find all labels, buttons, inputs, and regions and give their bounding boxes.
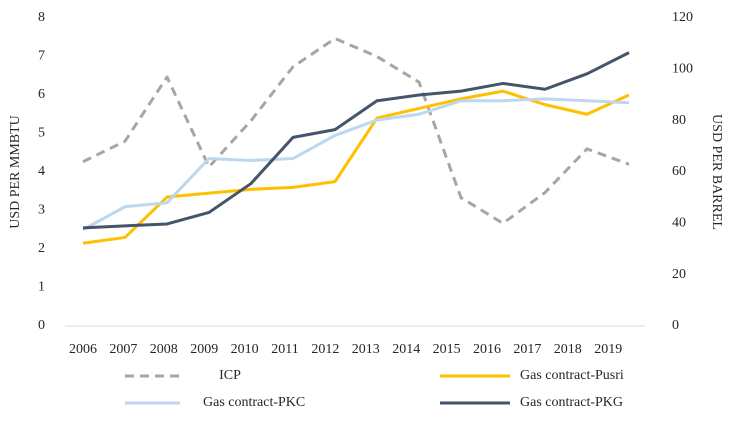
series-line <box>82 37 630 225</box>
x-tick-label: 2013 <box>352 342 380 357</box>
y-tick-label: 2 <box>38 241 45 256</box>
x-tick-label: 2019 <box>594 342 622 357</box>
legend-label: Gas contract-PKG <box>520 395 623 410</box>
y-tick-label: 8 <box>38 10 45 25</box>
y-tick-label: 1 <box>38 280 45 295</box>
y2-tick-label: 40 <box>672 216 686 231</box>
x-tick-label: 2017 <box>513 342 541 357</box>
y2-tick-label: 20 <box>672 267 686 282</box>
y-axis-title: USD PER MMBTU <box>8 115 23 229</box>
y-tick-label: 6 <box>38 87 45 102</box>
legend-label: ICP <box>219 368 241 383</box>
x-tick-label: 2016 <box>473 342 501 357</box>
y2-tick-label: 60 <box>672 164 686 179</box>
y-tick-label: 5 <box>38 126 45 141</box>
y2-tick-label: 0 <box>672 318 679 333</box>
y2-tick-label: 100 <box>672 62 693 77</box>
x-tick-label: 2010 <box>231 342 259 357</box>
x-tick-label: 2009 <box>190 342 218 357</box>
y-tick-label: 0 <box>38 318 45 333</box>
x-tick-label: 2007 <box>109 342 137 357</box>
y2-tick-label: 80 <box>672 113 686 128</box>
series-line <box>82 51 630 230</box>
y-tick-label: 7 <box>38 49 45 64</box>
legend-label: Gas contract-PKC <box>203 395 305 410</box>
legend-label: Gas contract-Pusri <box>520 368 624 383</box>
y-tick-label: 4 <box>38 164 45 179</box>
x-tick-label: 2011 <box>271 342 298 357</box>
y2-axis-title: USD PER BARREL <box>709 114 724 230</box>
x-tick-label: 2018 <box>554 342 582 357</box>
x-tick-label: 2014 <box>392 342 420 357</box>
x-tick-label: 2006 <box>69 342 97 357</box>
y2-tick-label: 120 <box>672 10 693 25</box>
x-tick-label: 2015 <box>433 342 461 357</box>
y-tick-label: 3 <box>38 203 45 218</box>
x-tick-label: 2012 <box>311 342 339 357</box>
series-line <box>82 97 630 232</box>
x-tick-label: 2008 <box>150 342 178 357</box>
